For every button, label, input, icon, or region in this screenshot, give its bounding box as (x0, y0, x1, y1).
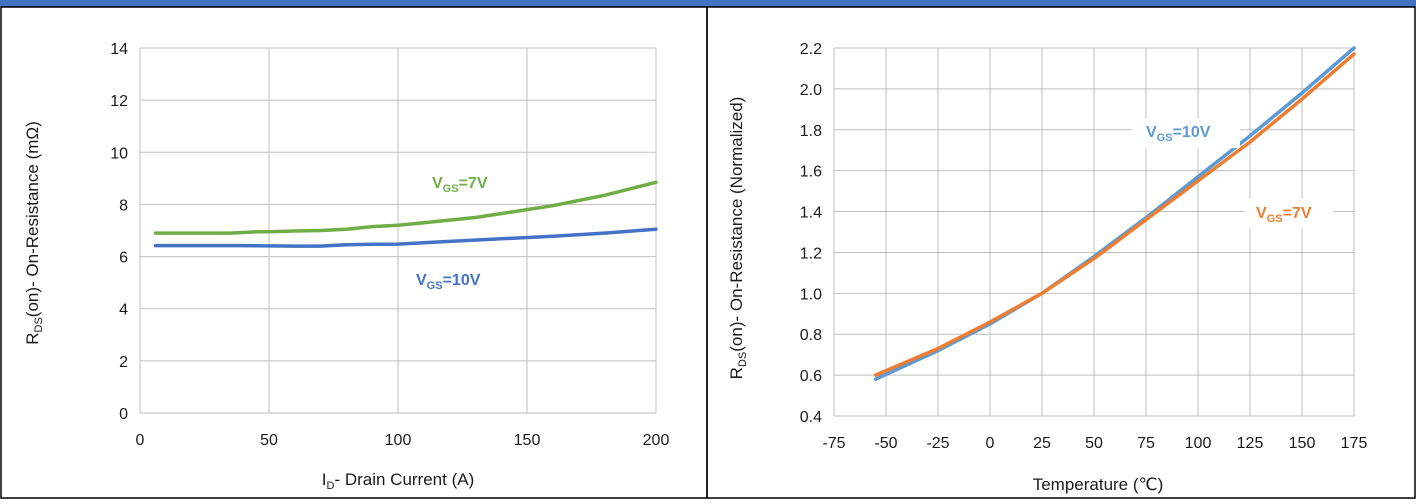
series-label-vgs7: VGS=7V (1256, 205, 1312, 225)
series-line-0 (153, 180, 658, 235)
series-label-vgs10: VGS=10V (416, 272, 481, 292)
label-backdrop (1244, 198, 1334, 228)
x-axis-title: Temperature (℃) (1033, 475, 1164, 494)
y-tick-label: 1.2 (800, 245, 822, 262)
series-label-vgs7: VGS=7V (432, 175, 488, 195)
x-tick-label: 100 (1185, 435, 1212, 452)
y-tick-label: 1.0 (800, 286, 822, 303)
chart-grid (139, 47, 657, 414)
x-tick-label: 0 (986, 435, 995, 452)
y-axis-title: RDS(on)- On-Resistance (Normalized) (727, 97, 749, 380)
x-tick-label: 175 (1341, 435, 1368, 452)
y-tick-label: 12 (110, 93, 128, 110)
y-tick-label: 1.8 (800, 123, 822, 140)
x-tick-label: 200 (643, 432, 670, 449)
x-tick-label: -75 (822, 435, 845, 452)
x-axis-title: ID- Drain Current (A) (322, 470, 475, 492)
x-tick-label: 25 (1033, 435, 1051, 452)
left-panel-frame (0, 6, 708, 499)
series-line-1 (873, 52, 1356, 377)
y-tick-label: 0.4 (800, 409, 822, 426)
x-tick-labels: 0 50 100 150 200 (136, 432, 670, 449)
label-backdrop (1132, 118, 1240, 148)
y-tick-label: 1.6 (800, 164, 822, 181)
y-tick-label: 10 (110, 145, 128, 162)
y-tick-label: 0.8 (800, 327, 822, 344)
series-label-vgs10: VGS=10V (1146, 124, 1211, 144)
y-tick-labels: 0 2 4 6 8 10 12 14 (110, 41, 128, 423)
x-tick-label: -25 (926, 435, 949, 452)
series-line-1 (153, 227, 658, 248)
x-tick-label: 75 (1137, 435, 1155, 452)
x-tick-label: 50 (260, 432, 278, 449)
x-tick-label: 150 (1289, 435, 1316, 452)
y-tick-label: 6 (119, 250, 128, 267)
x-tick-label: 100 (385, 432, 412, 449)
y-tick-label: 0 (119, 406, 128, 423)
series-group (873, 46, 1356, 381)
series-group (153, 180, 658, 248)
y-tick-label: 2 (119, 354, 128, 371)
y-tick-label: 1.4 (800, 205, 822, 222)
y-tick-label: 2.0 (800, 82, 822, 99)
x-tick-label: 50 (1085, 435, 1103, 452)
y-tick-label: 14 (110, 41, 128, 58)
chart-drain-current: 0 2 4 6 8 10 12 14 0 50 100 150 200 ID- Drain Curre… (23, 41, 669, 492)
chart-grid (833, 47, 1355, 417)
x-tick-labels: -75 -50 -25 0 25 50 75 100 125 150 175 (822, 435, 1367, 452)
x-tick-label: 0 (136, 432, 145, 449)
header-bar (0, 0, 1416, 7)
y-tick-label: 0.6 (800, 368, 822, 385)
right-panel-frame (706, 6, 1416, 499)
x-tick-label: 125 (1237, 435, 1264, 452)
y-tick-labels: 0.4 0.6 0.8 1.0 1.2 1.4 1.6 1.8 2.0 2.2 (800, 41, 822, 426)
x-tick-label: -50 (874, 435, 897, 452)
chart-temperature: 0.4 0.6 0.8 1.0 1.2 1.4 1.6 1.8 2.0 2.2 -75 -50 -25… (727, 41, 1367, 494)
y-tick-label: 8 (119, 197, 128, 214)
y-axis-title: RDS(on)- On-Resistance (mΩ) (23, 121, 45, 345)
x-tick-label: 150 (514, 432, 541, 449)
y-tick-label: 4 (119, 302, 128, 319)
y-tick-label: 2.2 (800, 41, 822, 58)
